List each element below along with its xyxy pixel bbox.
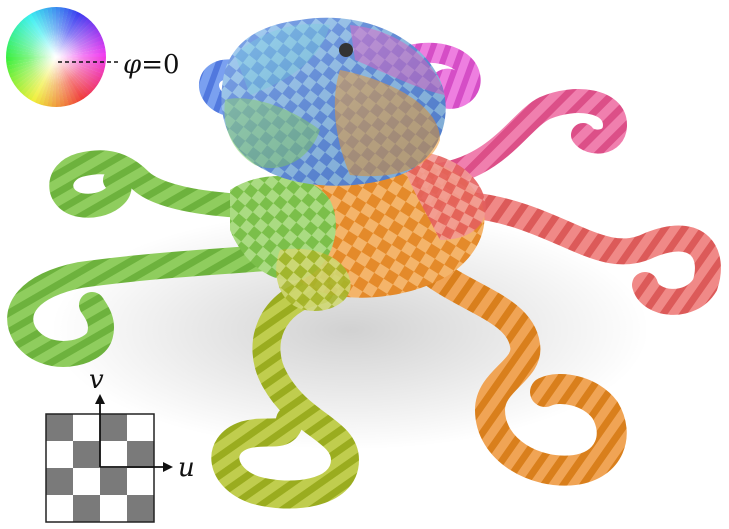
v-axis-label: v [89,365,104,395]
tentacle-yellow-green [211,276,360,509]
checker-cell [100,414,127,441]
color-wheel [6,7,120,107]
checker-cell [100,495,127,522]
tentacle-pink [428,89,628,187]
checker-cell [46,414,73,441]
octopus-tentacles [7,42,721,509]
checker-cell [127,414,154,441]
head-shading [221,17,446,186]
checker-cell [100,441,127,468]
tentacle-orange [415,255,627,486]
checker-cell [100,468,127,495]
checker-cell [73,441,100,468]
checker-cell [127,495,154,522]
octopus-body [221,17,486,311]
tentacle-green-lower [7,242,323,367]
checker-cell [73,468,100,495]
body-base-red [400,150,486,240]
singularity-dot [339,43,353,57]
body-base-yellow-green [276,248,351,311]
v-arrowhead-icon [95,394,105,404]
u-axis-label: u [178,453,195,483]
checker-cell [46,441,73,468]
uv-checker-legend [45,394,173,523]
checker-cell [73,414,100,441]
phi-zero-label: φ=0 [123,50,180,80]
checker-cell [73,495,100,522]
checker-cell [46,468,73,495]
tentacle-red [457,192,721,315]
checker-cell [46,495,73,522]
u-arrowhead-icon [163,462,173,472]
checker-cell [127,441,154,468]
tentacle-green-upper [49,150,312,219]
checker-cell [127,468,154,495]
